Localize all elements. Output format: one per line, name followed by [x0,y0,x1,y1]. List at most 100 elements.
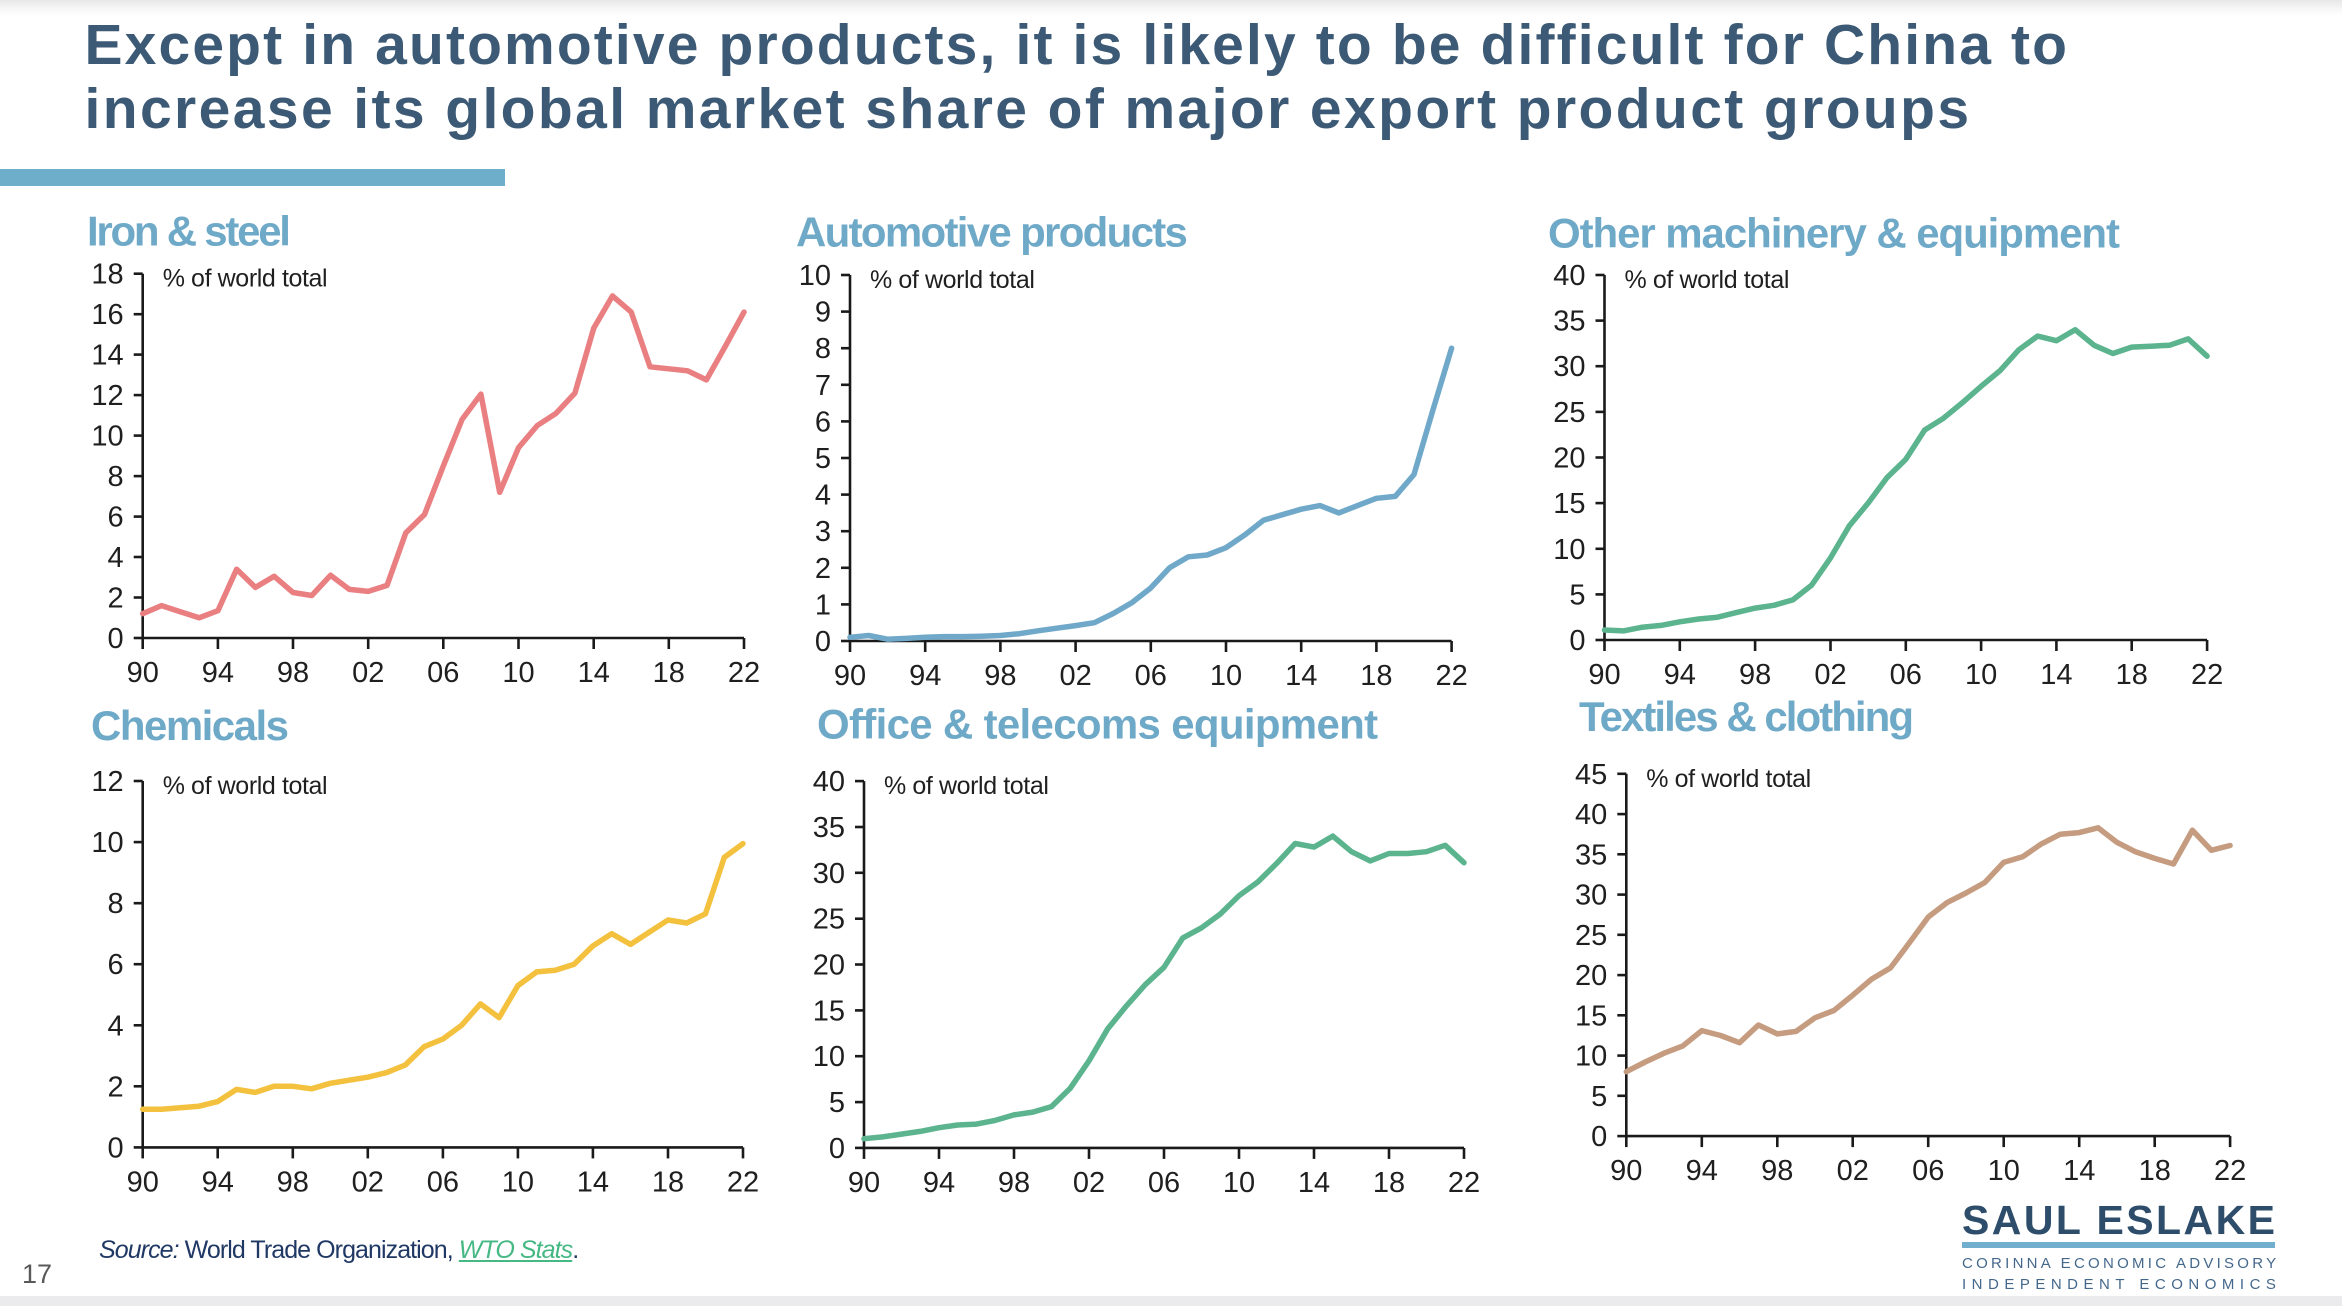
svg-text:20: 20 [1575,960,1607,992]
svg-text:15: 15 [813,995,845,1027]
svg-text:12: 12 [91,766,123,798]
svg-text:18: 18 [2116,659,2148,691]
svg-text:7: 7 [815,370,831,402]
svg-text:Iron & steel: Iron & steel [87,208,289,255]
svg-text:94: 94 [202,657,234,689]
svg-text:94: 94 [1664,659,1696,691]
svg-text:22: 22 [728,657,760,689]
svg-text:% of world total: % of world total [1625,266,1790,294]
svg-text:02: 02 [352,1166,384,1198]
svg-text:35: 35 [1553,306,1585,338]
svg-text:18: 18 [2139,1155,2171,1187]
svg-text:20: 20 [1553,443,1585,475]
svg-text:8: 8 [108,888,124,920]
svg-text:14: 14 [91,340,123,372]
svg-text:94: 94 [909,660,941,692]
svg-text:10: 10 [1223,1167,1255,1199]
svg-text:20: 20 [813,950,845,982]
svg-text:06: 06 [1135,660,1167,692]
svg-text:0: 0 [815,626,831,658]
svg-text:30: 30 [1553,351,1585,383]
svg-text:4: 4 [108,542,124,574]
svg-text:90: 90 [127,1166,159,1198]
svg-text:90: 90 [1610,1155,1642,1187]
svg-text:02: 02 [352,657,384,689]
svg-text:2: 2 [108,583,124,615]
svg-text:16: 16 [91,299,123,331]
svg-text:98: 98 [1739,659,1771,691]
svg-text:14: 14 [577,1166,609,1198]
svg-text:94: 94 [923,1167,955,1199]
svg-text:10: 10 [1965,659,1997,691]
svg-text:10: 10 [799,260,831,292]
svg-text:35: 35 [1575,839,1607,871]
svg-text:4: 4 [815,480,831,512]
svg-text:90: 90 [127,657,159,689]
svg-text:9: 9 [815,297,831,329]
svg-text:0: 0 [108,1132,124,1164]
svg-text:8: 8 [815,333,831,365]
svg-text:2: 2 [815,553,831,585]
svg-text:22: 22 [2214,1155,2246,1187]
svg-text:0: 0 [1591,1121,1607,1153]
svg-text:25: 25 [813,904,845,936]
svg-text:98: 98 [277,657,309,689]
svg-text:Automotive products: Automotive products [796,209,1187,256]
svg-text:3: 3 [815,516,831,548]
svg-text:10: 10 [502,657,534,689]
svg-text:1: 1 [815,589,831,621]
svg-text:94: 94 [202,1166,234,1198]
svg-text:0: 0 [1569,625,1585,657]
svg-text:0: 0 [829,1133,845,1165]
svg-text:18: 18 [652,1166,684,1198]
svg-text:10: 10 [1575,1041,1607,1073]
svg-text:4: 4 [108,1010,124,1042]
svg-text:40: 40 [813,766,845,798]
svg-text:02: 02 [1814,659,1846,691]
svg-text:90: 90 [1588,659,1620,691]
svg-text:18: 18 [91,259,123,291]
svg-text:10: 10 [1210,660,1242,692]
svg-text:15: 15 [1575,1000,1607,1032]
svg-text:02: 02 [1073,1167,1105,1199]
svg-text:6: 6 [815,406,831,438]
svg-text:Office & telecoms equipment: Office & telecoms equipment [817,701,1378,748]
svg-text:02: 02 [1837,1155,1869,1187]
svg-text:22: 22 [1448,1167,1480,1199]
svg-text:30: 30 [1575,880,1607,912]
svg-text:90: 90 [834,660,866,692]
svg-text:25: 25 [1553,397,1585,429]
svg-text:% of world total: % of world total [1646,765,1811,793]
svg-text:18: 18 [1373,1167,1405,1199]
svg-text:% of world total: % of world total [884,772,1049,800]
svg-text:06: 06 [1890,659,1922,691]
svg-text:14: 14 [578,657,610,689]
svg-text:12: 12 [91,380,123,412]
svg-text:06: 06 [1148,1167,1180,1199]
svg-text:45: 45 [1575,759,1607,791]
svg-text:6: 6 [108,949,124,981]
svg-text:98: 98 [984,660,1016,692]
svg-text:22: 22 [727,1166,759,1198]
svg-text:5: 5 [829,1087,845,1119]
svg-text:0: 0 [108,623,124,655]
svg-text:40: 40 [1553,260,1585,292]
svg-text:14: 14 [2040,659,2072,691]
svg-text:06: 06 [1912,1155,1944,1187]
svg-text:98: 98 [1761,1155,1793,1187]
svg-text:% of world total: % of world total [870,266,1035,294]
svg-text:% of world total: % of world total [163,772,328,800]
svg-text:06: 06 [427,657,459,689]
svg-text:14: 14 [1285,660,1317,692]
svg-text:90: 90 [848,1167,880,1199]
svg-text:06: 06 [427,1166,459,1198]
svg-text:25: 25 [1575,920,1607,952]
svg-text:10: 10 [1553,534,1585,566]
svg-text:98: 98 [998,1167,1030,1199]
svg-text:94: 94 [1686,1155,1718,1187]
svg-text:10: 10 [91,827,123,859]
svg-text:18: 18 [1360,660,1392,692]
svg-text:14: 14 [2063,1155,2095,1187]
svg-text:22: 22 [1435,660,1467,692]
svg-text:10: 10 [1988,1155,2020,1187]
